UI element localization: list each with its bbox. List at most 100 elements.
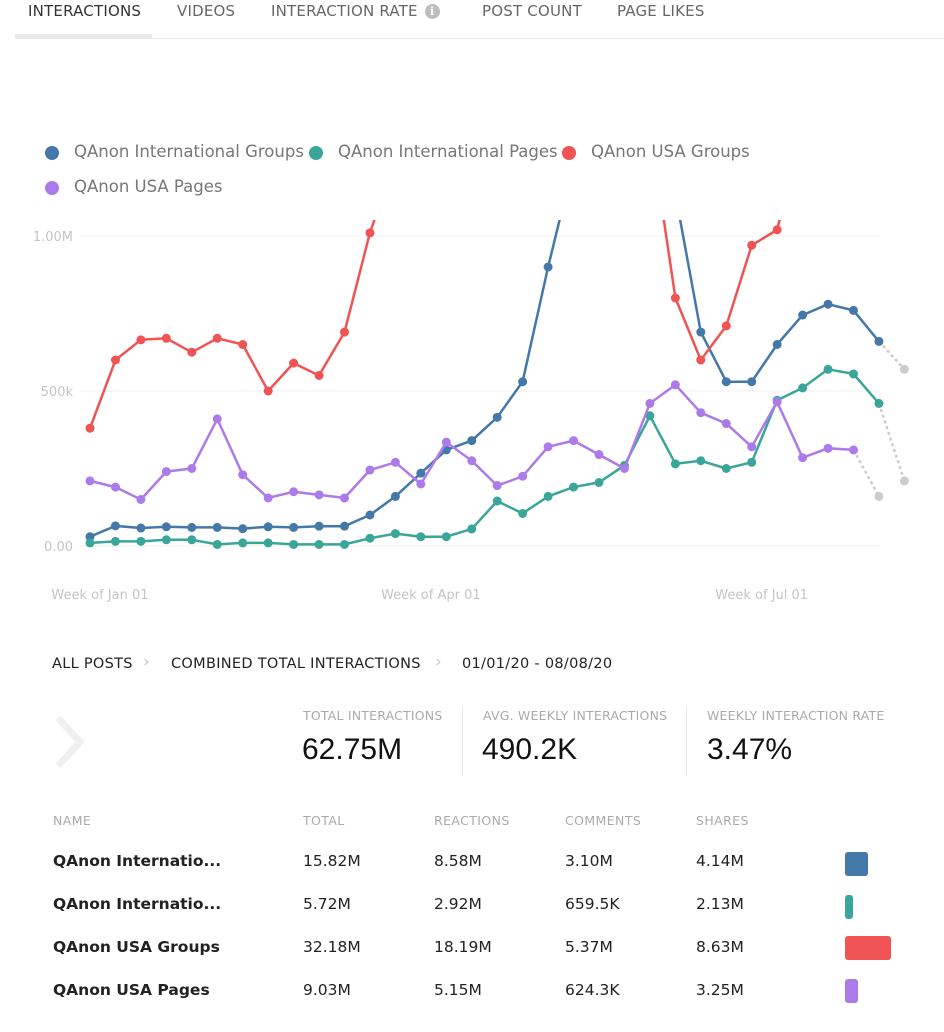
row-total: 32.18M: [303, 938, 361, 956]
data-point: [670, 459, 680, 469]
data-point: [518, 508, 528, 518]
legend-intl-pages[interactable]: QAnon International Pages: [338, 142, 558, 161]
data-point: [747, 457, 757, 467]
avg-weekly-interactions-value: 490.2K: [482, 733, 578, 766]
column-header-reactions[interactable]: REACTIONS: [434, 813, 510, 828]
data-point: [467, 524, 477, 534]
tab-videos[interactable]: VIDEOS: [177, 2, 236, 20]
data-point: [85, 423, 95, 433]
data-point: [645, 398, 655, 408]
row-comments: 5.37M: [565, 938, 613, 956]
data-point: [289, 358, 299, 368]
data-point: [798, 383, 808, 393]
data-point: [187, 347, 197, 357]
row-comments: 659.5K: [565, 895, 620, 913]
metric-tabs: INTERACTIONS VIDEOS INTERACTION RATE i PO…: [15, 0, 944, 39]
projection-line: [878, 340, 906, 371]
breadcrumb-all-posts[interactable]: ALL POSTS: [52, 656, 133, 672]
data-point: [696, 355, 706, 365]
data-point: [390, 529, 400, 539]
data-point: [492, 481, 502, 491]
row-shares: 4.14M: [696, 852, 744, 870]
data-point: [594, 450, 604, 460]
row-name[interactable]: QAnon USA Groups: [53, 938, 220, 956]
stat-divider: [686, 706, 687, 776]
data-point: [365, 510, 375, 520]
row-total: 15.82M: [303, 852, 361, 870]
row-reactions: 5.15M: [434, 981, 482, 999]
row-name[interactable]: QAnon USA Pages: [53, 981, 210, 999]
data-point: [747, 442, 757, 452]
data-point: [823, 443, 833, 453]
data-point: [85, 476, 95, 486]
data-point: [314, 371, 324, 380]
data-point: [187, 522, 197, 532]
row-shares: 2.13M: [696, 895, 744, 913]
row-name[interactable]: QAnon Internatio...: [53, 852, 222, 870]
y-tick-label: 1.00M: [33, 230, 73, 245]
data-point: [874, 398, 884, 408]
data-point: [416, 468, 426, 478]
x-tick-label: Week of Apr 01: [381, 588, 481, 603]
active-tab-indicator: [15, 34, 152, 38]
date-range[interactable]: 01/01/20 - 08/08/20: [462, 656, 613, 672]
data-point: [263, 522, 273, 532]
data-point: [110, 521, 120, 531]
data-point: [340, 493, 349, 503]
data-point: [670, 380, 680, 390]
row-shares: 3.25M: [696, 981, 744, 999]
chevron-right-icon[interactable]: [50, 712, 90, 776]
data-point: [136, 536, 146, 546]
column-header-total[interactable]: TOTAL: [303, 813, 345, 828]
series-line: [89, 220, 880, 538]
data-point: [518, 471, 528, 481]
data-point: [314, 490, 324, 500]
column-header-shares[interactable]: SHARES: [696, 813, 749, 828]
data-point: [645, 411, 655, 421]
row-total: 9.03M: [303, 981, 351, 999]
data-point: [492, 496, 502, 506]
data-point: [849, 305, 858, 315]
data-point: [136, 495, 146, 504]
legend-usa-groups[interactable]: QAnon USA Groups: [591, 142, 750, 161]
data-point: [161, 467, 171, 477]
data-point: [416, 479, 426, 489]
data-point: [823, 364, 833, 374]
data-point: [492, 412, 502, 422]
avg-weekly-interactions-label: AVG. WEEKLY INTERACTIONS: [483, 708, 668, 723]
data-point: [365, 533, 375, 543]
weekly-interaction-rate-value: 3.47%: [707, 733, 793, 766]
data-point: [110, 482, 120, 492]
tab-page-likes[interactable]: PAGE LIKES: [617, 2, 705, 20]
data-point: [289, 539, 299, 549]
legend-intl-groups[interactable]: QAnon International Groups: [74, 142, 304, 161]
column-header-comments[interactable]: COMMENTS: [565, 813, 642, 828]
tab-interaction-rate[interactable]: INTERACTION RATE i: [271, 2, 440, 20]
y-tick-label: 500k: [41, 385, 74, 400]
projected-point: [899, 476, 909, 486]
row-shares: 8.63M: [696, 938, 744, 956]
column-header-name[interactable]: NAME: [53, 813, 92, 828]
row-share-bar: [845, 852, 868, 876]
info-icon[interactable]: i: [424, 4, 440, 19]
data-point: [696, 327, 706, 337]
legend-dot-usa-groups: [562, 146, 576, 160]
data-point: [238, 340, 248, 349]
data-point: [212, 522, 222, 532]
legend-dot-usa-pages: [45, 181, 59, 195]
data-point: [263, 493, 273, 503]
row-name[interactable]: QAnon Internatio...: [53, 895, 222, 913]
legend-usa-pages[interactable]: QAnon USA Pages: [74, 177, 223, 196]
data-point: [696, 456, 706, 466]
breadcrumb-combined-interactions[interactable]: COMBINED TOTAL INTERACTIONS: [171, 656, 421, 672]
data-point: [467, 436, 477, 446]
data-point: [289, 487, 299, 497]
tab-interactions[interactable]: INTERACTIONS: [28, 2, 142, 20]
data-point: [161, 333, 171, 343]
data-point: [543, 491, 553, 501]
data-point: [161, 522, 171, 532]
tab-post-count[interactable]: POST COUNT: [482, 2, 582, 20]
data-point: [798, 453, 808, 463]
x-tick-label: Week of Jan 01: [51, 588, 148, 603]
